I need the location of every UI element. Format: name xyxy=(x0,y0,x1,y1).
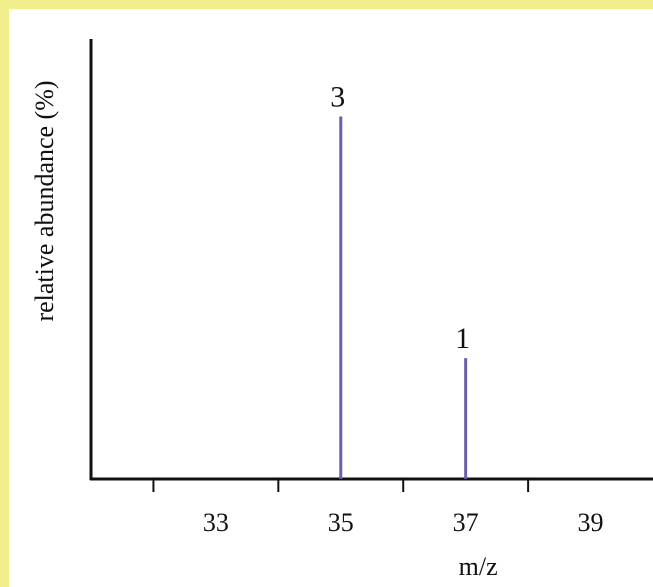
x-tick-label: 39 xyxy=(578,508,604,537)
x-axis-label: m/z xyxy=(459,552,498,581)
axes xyxy=(89,39,653,481)
x-tick-label: 37 xyxy=(453,508,479,537)
bars xyxy=(339,116,468,479)
mass-spectrum-chart: 33 35 37 39 31 m/z relative abundance (%) xyxy=(30,39,653,581)
data-label-mz-35: 3 xyxy=(330,81,345,114)
y-axis-label: relative abundance (%) xyxy=(30,80,59,321)
labels: 31 xyxy=(330,81,470,356)
data-label-mz-37: 1 xyxy=(455,322,470,355)
x-tick-label: 33 xyxy=(203,508,229,537)
x-ticks: 33 35 37 39 xyxy=(152,479,604,537)
x-tick-label: 35 xyxy=(328,508,354,537)
